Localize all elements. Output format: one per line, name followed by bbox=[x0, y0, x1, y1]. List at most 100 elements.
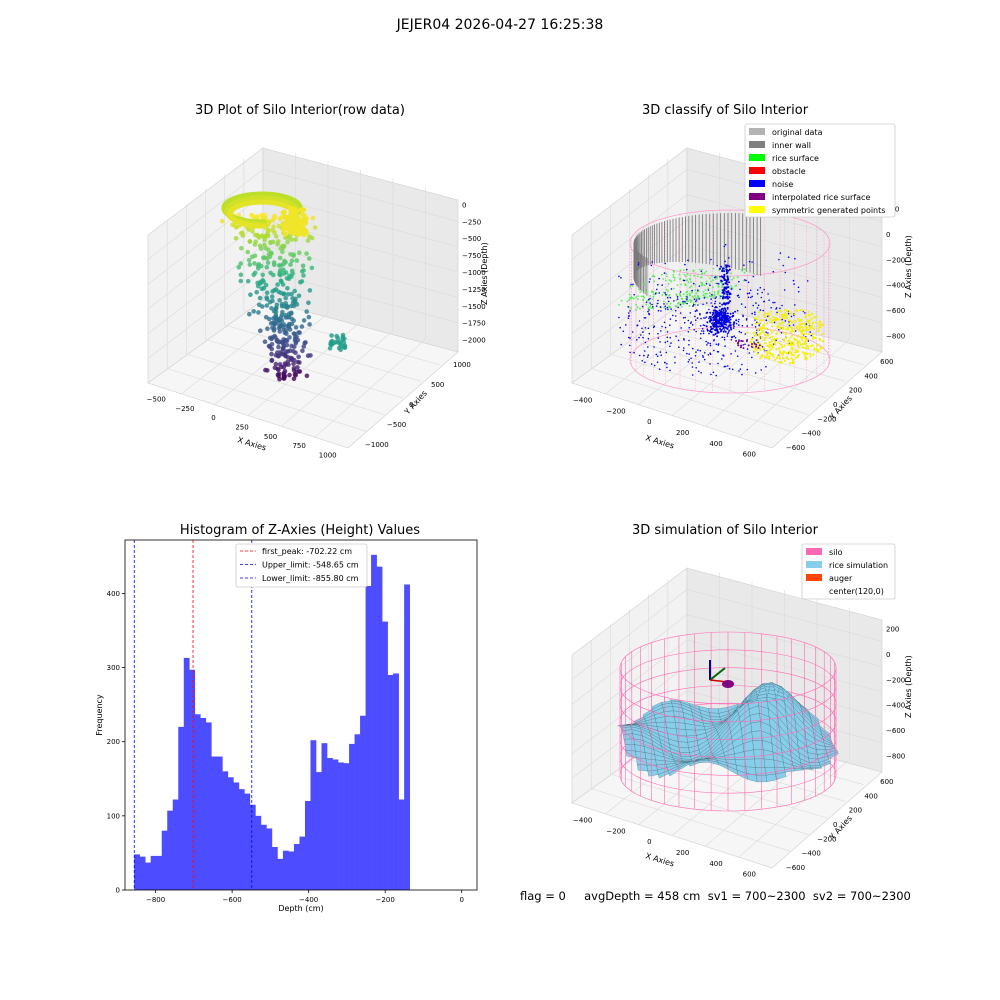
symmetric-point bbox=[807, 333, 810, 336]
symmetric-point bbox=[816, 350, 820, 353]
noise-point bbox=[722, 267, 724, 270]
rice-surface-point bbox=[669, 302, 672, 305]
raw-point bbox=[256, 262, 262, 267]
surface-cell bbox=[754, 758, 766, 768]
symmetric-point bbox=[788, 310, 791, 313]
noise-point bbox=[700, 372, 702, 374]
histogram-bar bbox=[310, 740, 317, 890]
raw-point bbox=[269, 306, 274, 311]
noise-point bbox=[627, 306, 629, 308]
panel4-xtick: 200 bbox=[676, 849, 689, 857]
noise-point bbox=[723, 273, 726, 276]
noise-point bbox=[722, 292, 725, 295]
raw-point bbox=[250, 229, 255, 234]
panel3-title: Histogram of Z-Axies (Height) Values bbox=[179, 523, 421, 538]
panel4-ylabel: Y Axies bbox=[827, 814, 854, 842]
raw-point bbox=[281, 337, 286, 342]
rice-surface-point bbox=[675, 294, 678, 297]
noise-point bbox=[765, 331, 767, 334]
noise-point bbox=[628, 315, 630, 317]
noise-point bbox=[625, 324, 627, 326]
noise-point bbox=[738, 330, 741, 333]
histogram-bar bbox=[134, 854, 140, 890]
symmetric-point bbox=[778, 360, 781, 363]
noise-point bbox=[675, 335, 677, 338]
panel4-ytick: 400 bbox=[864, 792, 877, 800]
noise-point bbox=[701, 330, 703, 332]
panel2-silo-wireframe bbox=[629, 209, 831, 394]
noise-point bbox=[688, 326, 691, 329]
rice-surface-point bbox=[642, 295, 645, 298]
noise-point bbox=[690, 321, 693, 323]
raw-point bbox=[272, 365, 278, 371]
noise-point bbox=[722, 289, 725, 292]
interpolated-point bbox=[739, 346, 742, 349]
rice-surface-point bbox=[678, 292, 681, 295]
noise-point bbox=[702, 332, 705, 335]
noise-point bbox=[716, 325, 719, 328]
surface-cell bbox=[763, 758, 775, 768]
noise-point bbox=[715, 321, 718, 324]
panel2-legend-swatch bbox=[749, 180, 765, 187]
rice-surface-point bbox=[689, 278, 692, 281]
panel1-ztick: −500 bbox=[462, 235, 481, 243]
symmetric-point bbox=[771, 353, 774, 356]
noise-point bbox=[643, 350, 646, 352]
panel4-xtick: 600 bbox=[743, 871, 756, 879]
noise-point bbox=[667, 308, 669, 311]
panel2-ztick: −200 bbox=[886, 256, 905, 264]
rice-surface-point bbox=[685, 279, 687, 282]
noise-point bbox=[748, 352, 751, 354]
symmetric-point bbox=[811, 337, 815, 340]
raw-point bbox=[303, 220, 309, 226]
raw-point bbox=[269, 342, 275, 347]
noise-point bbox=[644, 317, 647, 319]
rice-surface-point bbox=[712, 279, 715, 281]
noise-point bbox=[763, 300, 765, 303]
rice-surface-point bbox=[684, 302, 687, 304]
histogram-bar bbox=[145, 862, 152, 890]
rice-surface-point bbox=[682, 269, 685, 272]
noise-point bbox=[663, 303, 665, 305]
noise-point bbox=[652, 306, 654, 308]
rice-surface-point bbox=[704, 292, 707, 295]
raw-point bbox=[329, 333, 334, 338]
noise-point bbox=[705, 282, 708, 285]
rice-surface-point bbox=[684, 275, 687, 278]
symmetric-point bbox=[776, 356, 779, 360]
symmetric-point bbox=[776, 354, 780, 357]
raw-point bbox=[296, 354, 301, 360]
noise-point bbox=[746, 325, 748, 327]
symmetric-point bbox=[771, 331, 774, 334]
noise-point bbox=[698, 285, 701, 287]
histogram-bar bbox=[277, 858, 284, 890]
rice-surface-point bbox=[697, 295, 700, 298]
noise-point bbox=[739, 288, 741, 291]
noise-point bbox=[715, 374, 717, 377]
symmetric-point bbox=[778, 357, 782, 360]
rice-surface-point bbox=[709, 277, 711, 280]
symmetric-point bbox=[801, 330, 805, 333]
noise-point bbox=[709, 320, 712, 323]
noise-point bbox=[725, 268, 728, 271]
panel2-ytick: 400 bbox=[864, 372, 877, 380]
interpolated-point bbox=[753, 342, 756, 345]
noise-point bbox=[666, 340, 669, 343]
noise-point bbox=[663, 321, 666, 324]
symmetric-point bbox=[790, 344, 793, 347]
noise-point bbox=[712, 371, 715, 374]
rice-surface-point bbox=[703, 272, 706, 275]
noise-point bbox=[648, 309, 650, 311]
noise-point bbox=[632, 283, 634, 286]
raw-point bbox=[295, 365, 300, 370]
raw-point bbox=[280, 222, 286, 228]
noise-point bbox=[727, 291, 730, 294]
symmetric-point bbox=[809, 345, 812, 348]
noise-point bbox=[711, 322, 714, 324]
rice-surface-point bbox=[685, 291, 688, 294]
symmetric-point bbox=[818, 320, 822, 323]
symmetric-point bbox=[797, 350, 800, 353]
rice-surface-point bbox=[701, 281, 703, 284]
symmetric-point bbox=[790, 346, 793, 349]
